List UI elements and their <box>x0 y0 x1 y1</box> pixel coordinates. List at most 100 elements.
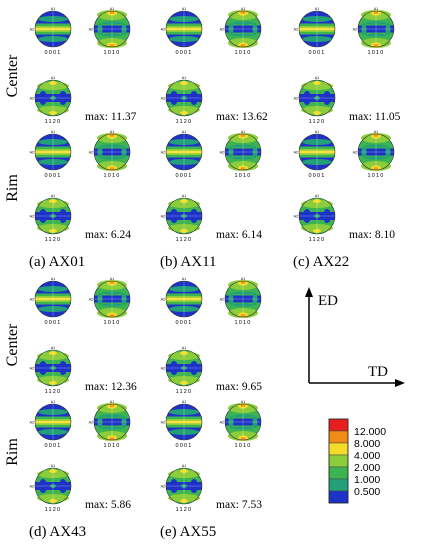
rim-max-value: max: 6.14 <box>216 229 262 241</box>
center-prism-pole-figure: A1 A2 1010 <box>353 7 395 56</box>
axis-tag-top: A1 <box>182 464 186 468</box>
rim-max-value: max: 7.53 <box>216 499 262 511</box>
axis-tag-top: A1 <box>51 194 55 198</box>
center-prism-pole-figure-plot <box>357 9 395 49</box>
pole-figure-index: 1010 <box>367 173 384 179</box>
axis-tag-top: A1 <box>374 130 378 134</box>
axis-tag-top: A1 <box>51 76 55 80</box>
axis-tag-left: A2 <box>220 28 224 32</box>
center-pyramidal-pole-figure: A1 A2 1120 <box>161 346 203 395</box>
axis-tag-top: A1 <box>51 277 55 281</box>
pole-figure-index: 1120 <box>45 237 62 243</box>
axis-tag-top: A1 <box>241 7 245 11</box>
center-basal-pole-figure: A1 A2 0001 <box>161 7 203 56</box>
center-pyramidal-pole-figure: A1 A2 1120 <box>161 76 203 125</box>
td-arrow-icon <box>395 379 405 387</box>
pole-figure-index: 1010 <box>103 443 120 449</box>
center-pyramidal-pole-figure: A1 A2 1120 <box>30 346 72 395</box>
pole-figure-index: 1010 <box>234 50 251 56</box>
axis-tag-top: A1 <box>182 194 186 198</box>
pole-figure-index: 0001 <box>175 320 192 326</box>
panel-caption: (c) AX22 <box>293 254 349 270</box>
axis-tag-top: A1 <box>51 400 55 404</box>
rim-pyramidal-pole-figure: A1 A2 1120 <box>294 194 336 243</box>
pole-figure-index: 0001 <box>308 50 325 56</box>
pole-figure-index: 0001 <box>175 443 192 449</box>
axis-tag-top: A1 <box>241 277 245 281</box>
center-basal-pole-figure-plot <box>165 10 203 48</box>
axis-tag-left: A2 <box>161 421 165 425</box>
td-label: TD <box>368 364 388 380</box>
legend-swatch <box>328 490 349 504</box>
axis-tag-top: A1 <box>51 464 55 468</box>
center-max-value: max: 11.05 <box>349 111 401 123</box>
center-prism-pole-figure: A1 A2 1010 <box>220 277 262 326</box>
center-max-value: max: 9.65 <box>216 381 262 393</box>
axis-tag-left: A2 <box>294 151 298 155</box>
ed-label: ED <box>318 293 338 309</box>
center-prism-pole-figure: A1 A2 1010 <box>220 7 262 56</box>
panel-2: A1 A2 0001 A1 A2 1010 A1 A2 1120 max: 11.05 A1 A2 00… <box>293 7 401 270</box>
pole-figure-index: 1120 <box>309 237 326 243</box>
axis-tag-top: A1 <box>182 346 186 350</box>
rim-pyramidal-pole-figure: A1 A2 1120 <box>30 194 72 243</box>
rim-basal-pole-figure: A1 A2 0001 <box>30 400 72 449</box>
pole-figure-index: 0001 <box>308 173 325 179</box>
legend-level-label: 2.000 <box>354 462 380 474</box>
pole-figure-index: 0001 <box>44 320 61 326</box>
rim-basal-pole-figure: A1 A2 0001 <box>161 130 203 179</box>
rim-basal-pole-figure-plot <box>165 133 203 171</box>
axis-tag-left: A2 <box>30 485 34 489</box>
rim-pyramidal-pole-figure-plot <box>165 197 203 235</box>
center-pyramidal-pole-figure-plot <box>298 79 336 117</box>
axis-tag-top: A1 <box>374 7 378 11</box>
rim-basal-pole-figure: A1 A2 0001 <box>161 400 203 449</box>
center-prism-pole-figure-plot <box>93 279 131 319</box>
axis-tag-left: A2 <box>30 28 34 32</box>
legend-swatch <box>328 478 349 492</box>
panel-1: A1 A2 0001 A1 A2 1010 A1 A2 1120 max: 13.62 A1 A2 00… <box>160 7 268 270</box>
panel-caption: (b) AX11 <box>160 254 217 270</box>
center-prism-pole-figure-plot <box>224 9 262 49</box>
axis-tag-left: A2 <box>161 28 165 32</box>
axis-tag-left: A2 <box>220 421 224 425</box>
rim-pyramidal-pole-figure-plot <box>34 467 72 505</box>
center-basal-pole-figure-plot <box>34 10 72 48</box>
axis-tag-top: A1 <box>315 76 319 80</box>
center-prism-pole-figure: A1 A2 1010 <box>89 7 131 56</box>
center-pyramidal-pole-figure: A1 A2 1120 <box>294 76 336 125</box>
axis-tag-left: A2 <box>161 97 165 101</box>
legend-level-label: 4.000 <box>354 450 380 462</box>
rim-max-value: max: 5.86 <box>85 499 131 511</box>
legend-level-label: 1.000 <box>354 474 380 486</box>
ed-arrow-icon <box>305 287 313 297</box>
center-pyramidal-pole-figure-plot <box>34 349 72 387</box>
rim-prism-pole-figure-plot <box>224 402 262 442</box>
center-max-value: max: 13.62 <box>216 111 268 123</box>
rim-basal-pole-figure: A1 A2 0001 <box>294 130 336 179</box>
axis-tag-left: A2 <box>30 298 34 302</box>
rim-prism-pole-figure-plot <box>357 132 395 172</box>
axis-tag-left: A2 <box>353 151 357 155</box>
center-basal-pole-figure-plot <box>165 280 203 318</box>
pole-figure-index: 0001 <box>44 443 61 449</box>
row-label-center-top: Center <box>4 54 21 97</box>
axis-tag-left: A2 <box>30 421 34 425</box>
legend-level-label: 8.000 <box>354 438 380 450</box>
center-max-value: max: 12.36 <box>85 381 137 393</box>
axis-tag-left: A2 <box>294 215 298 219</box>
center-prism-pole-figure: A1 A2 1010 <box>89 277 131 326</box>
axis-tag-left: A2 <box>220 298 224 302</box>
axis-tag-top: A1 <box>315 194 319 198</box>
center-basal-pole-figure: A1 A2 0001 <box>30 7 72 56</box>
rim-basal-pole-figure-plot <box>165 403 203 441</box>
axis-tag-left: A2 <box>30 367 34 371</box>
center-basal-pole-figure-plot <box>298 10 336 48</box>
axis-tag-left: A2 <box>161 367 165 371</box>
rim-max-value: max: 8.10 <box>349 229 395 241</box>
axis-tag-top: A1 <box>51 130 55 134</box>
center-basal-pole-figure: A1 A2 0001 <box>161 277 203 326</box>
rim-pyramidal-pole-figure-plot <box>34 197 72 235</box>
